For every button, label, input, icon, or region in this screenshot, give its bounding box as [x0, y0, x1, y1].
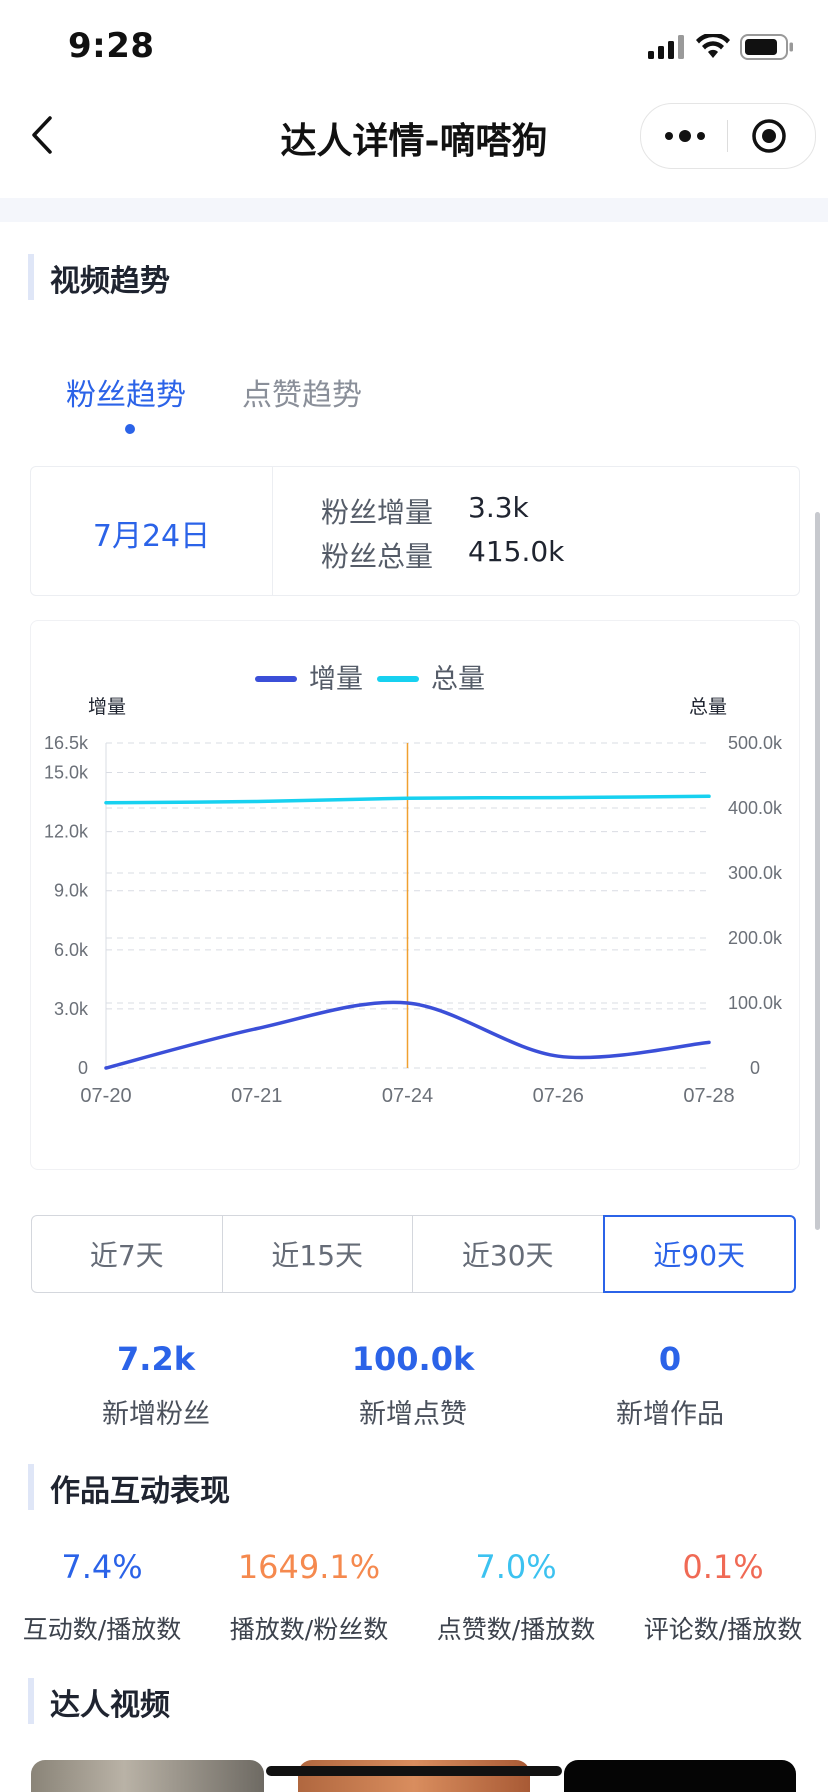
tab-fans-trend[interactable]: 粉丝趋势 [66, 378, 186, 413]
y-left-tick-label: 3.0k [54, 999, 89, 1019]
metric-value-comment-play-rate: 0.1% [682, 1548, 764, 1586]
y-left-tick-label: 15.0k [44, 763, 89, 783]
fans-trend-chart[interactable]: 0 3.0k 6.0k 9.0k 12.0k 15.0k 16.5k 0 100.0k 200.0… [31, 621, 799, 1169]
info-date: 7月24日 [92, 519, 211, 554]
scrollbar[interactable] [815, 512, 820, 1230]
x-tick-label: 07-21 [231, 1085, 282, 1107]
capsule-divider [727, 120, 728, 152]
range-button-90d[interactable]: 近90天 [602, 1215, 796, 1293]
metric-label-play-fans-rate: 播放数/粉丝数 [229, 1615, 389, 1644]
x-tick-label: 07-24 [382, 1085, 433, 1107]
legend-label: 增量 [309, 664, 363, 695]
tab-active-indicator [125, 424, 135, 434]
wifi-icon [696, 34, 730, 58]
x-tick-label: 07-26 [533, 1085, 584, 1107]
section-accent-bar [28, 254, 34, 300]
y-right-tick-label: 300.0k [728, 863, 783, 883]
metric-label-like-play-rate: 点赞数/播放数 [436, 1615, 596, 1644]
info-value-fans-total: 415.0k [468, 535, 565, 568]
close-target-icon[interactable] [751, 118, 787, 154]
y-left-axis-title: 增量 [88, 696, 126, 718]
metric-value-interaction-rate: 7.4% [61, 1548, 143, 1586]
metric-value-like-play-rate: 7.0% [475, 1548, 557, 1586]
stat-value-new-works: 0 [658, 1340, 682, 1378]
section-accent-bar [28, 1464, 34, 1510]
y-left-tick-label: 16.5k [44, 733, 89, 753]
y-right-tick-label: 500.0k [728, 733, 783, 753]
tab-likes-trend[interactable]: 点赞趋势 [242, 378, 362, 413]
x-tick-label: 07-20 [80, 1085, 131, 1107]
y-left-tick-label: 12.0k [44, 822, 89, 842]
x-tick-label: 07-28 [683, 1085, 734, 1107]
stat-label-new-likes: 新增点赞 [359, 1399, 467, 1430]
video-thumbnail[interactable] [564, 1760, 796, 1792]
status-icons [648, 34, 794, 60]
y-left-tick-label: 9.0k [54, 881, 89, 901]
stat-label-new-fans: 新增粉丝 [102, 1399, 210, 1430]
info-label-fans-increase: 粉丝增量 [321, 496, 434, 529]
more-icon[interactable] [659, 120, 711, 152]
section-title-interaction: 作品互动表现 [50, 1474, 230, 1509]
stat-value-new-fans: 7.2k [117, 1340, 195, 1378]
section-accent-bar [28, 1678, 34, 1724]
info-label-fans-total: 粉丝总量 [321, 540, 434, 573]
section-title-videos: 达人视频 [50, 1688, 170, 1723]
stat-value-new-likes: 100.0k [351, 1340, 475, 1378]
y-right-tick-label: 400.0k [728, 798, 783, 818]
range-button-30d[interactable]: 近30天 [412, 1215, 604, 1293]
home-indicator [266, 1766, 562, 1776]
tooltip-info-card: 7月24日 粉丝增量 3.3k 粉丝总量 415.0k [30, 466, 800, 596]
cellular-signal-icon [648, 35, 684, 59]
video-thumbnail[interactable] [298, 1760, 530, 1792]
y-right-tick-label: 200.0k [728, 928, 783, 948]
header-band [0, 198, 828, 222]
back-arrow-icon[interactable] [24, 110, 64, 160]
mini-program-capsule [640, 103, 816, 169]
status-time: 9:28 [68, 26, 155, 66]
info-value-fans-increase: 3.3k [468, 491, 529, 524]
y-right-tick-label: 100.0k [728, 993, 783, 1013]
y-left-tick-label: 6.0k [54, 940, 89, 960]
y-right-tick-label: 0 [750, 1058, 760, 1078]
battery-icon [740, 34, 793, 60]
stat-label-new-works: 新增作品 [616, 1399, 724, 1430]
range-selector: 近7天 近15天 近30天 近90天 [31, 1215, 796, 1293]
metric-label-comment-play-rate: 评论数/播放数 [643, 1615, 803, 1644]
range-button-15d[interactable]: 近15天 [221, 1215, 413, 1293]
legend-label: 总量 [431, 664, 485, 695]
section-title-video-trend: 视频趋势 [50, 264, 170, 299]
chart-card: 0 3.0k 6.0k 9.0k 12.0k 15.0k 16.5k 0 100.0k 200.0… [30, 620, 800, 1170]
metric-label-interaction-rate: 互动数/播放数 [22, 1615, 182, 1644]
legend-swatch [255, 676, 297, 682]
metric-value-play-fans-rate: 1649.1% [237, 1548, 381, 1586]
y-right-axis-title: 总量 [689, 696, 727, 718]
info-divider [272, 467, 273, 595]
page-title: 达人详情-嘀嗒狗 [280, 121, 548, 162]
y-left-tick-label: 0 [78, 1058, 88, 1078]
video-thumbnail[interactable] [31, 1760, 264, 1792]
range-button-7d[interactable]: 近7天 [31, 1215, 223, 1293]
legend-swatch [377, 676, 419, 682]
